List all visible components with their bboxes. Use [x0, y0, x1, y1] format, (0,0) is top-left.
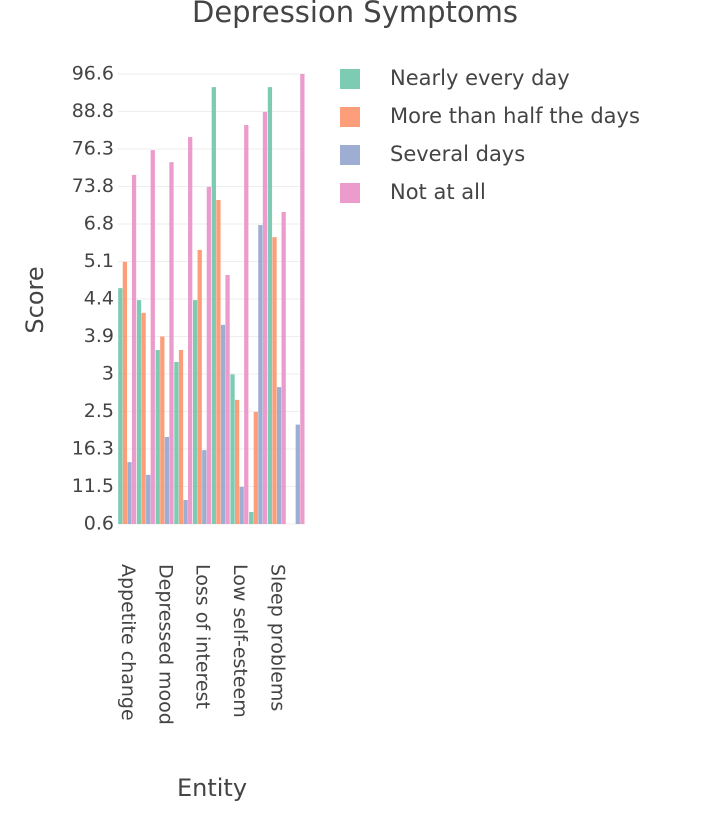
legend-swatch: [340, 145, 360, 165]
bar: [136, 300, 142, 524]
legend-swatch: [340, 107, 360, 127]
bar: [295, 424, 300, 524]
bar: [230, 374, 235, 524]
bar: [192, 300, 198, 524]
y-tick-label: 96.6: [72, 63, 114, 85]
legend-swatch: [340, 183, 360, 203]
bar: [272, 237, 277, 524]
bar: [202, 450, 207, 524]
y-tick-label: 6.8: [84, 213, 114, 235]
x-tick-label: Sleep problems: [266, 564, 288, 711]
y-tick-label: 76.3: [72, 138, 114, 160]
bar: [160, 336, 165, 524]
y-tick-label: 3: [102, 363, 114, 385]
bar: [118, 288, 123, 524]
bar: [155, 350, 160, 524]
bar: [178, 350, 184, 524]
y-tick-label: 73.8: [72, 175, 114, 197]
bar: [169, 162, 174, 524]
bar: [174, 362, 179, 524]
x-axis-title: Entity: [177, 774, 247, 802]
bar: [281, 212, 286, 524]
bar: [183, 500, 188, 524]
y-axis-title: Score: [21, 266, 49, 333]
y-tick-label: 4.4: [84, 288, 114, 310]
bar: [267, 87, 273, 524]
chart-title: Depression Symptoms: [192, 0, 518, 29]
bar: [146, 474, 151, 524]
y-tick-label: 2.5: [84, 400, 114, 422]
bar: [188, 137, 193, 524]
x-tick-label: Low self-esteem: [229, 564, 251, 718]
x-tick-label: Depressed mood: [154, 564, 176, 725]
y-tick-label: 11.5: [72, 475, 114, 497]
bar: [249, 512, 254, 524]
bar: [216, 200, 221, 524]
bar: [150, 150, 155, 524]
bar: [234, 399, 240, 524]
legend-label: More than half the days: [390, 104, 640, 128]
bar: [122, 261, 128, 524]
legend-label: Several days: [390, 142, 525, 166]
bar: [258, 225, 263, 524]
legend-label: Nearly every day: [390, 66, 570, 90]
legend-swatch: [340, 69, 360, 89]
y-tick-label: 16.3: [72, 438, 114, 460]
bar: [164, 437, 170, 524]
y-tick-label: 0.6: [84, 513, 114, 535]
bar: [253, 411, 258, 524]
bar: [197, 249, 202, 524]
bar: [127, 462, 132, 524]
y-tick-label: 88.8: [72, 100, 114, 122]
y-tick-label: 5.1: [84, 250, 114, 272]
x-tick-label: Appetite change: [117, 564, 139, 721]
bar: [206, 186, 212, 524]
bar: [244, 125, 249, 524]
bar: [239, 486, 244, 524]
bar: [220, 324, 226, 524]
y-tick-label: 3.9: [84, 325, 114, 347]
legend-label: Not at all: [390, 180, 486, 204]
bar: [211, 87, 216, 524]
bar: [131, 174, 137, 524]
bar: [225, 275, 230, 524]
bar: [276, 387, 282, 524]
bar: [141, 312, 146, 524]
bar: [300, 74, 305, 524]
x-tick-label: Loss of interest: [192, 564, 214, 709]
bar: [262, 111, 268, 524]
